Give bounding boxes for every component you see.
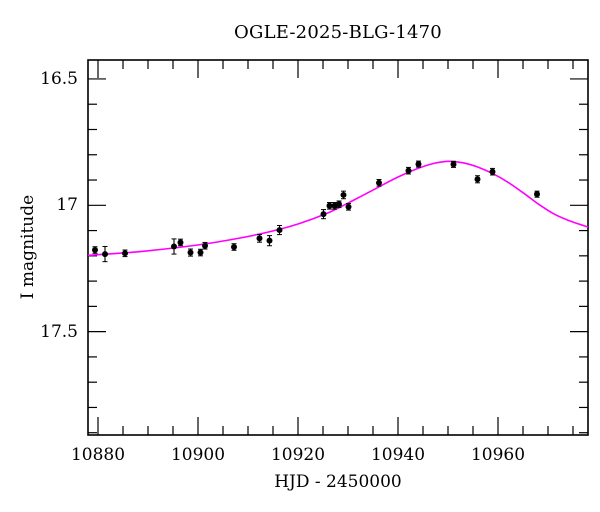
y-axis-ticks (88, 78, 588, 434)
data-point (450, 161, 457, 168)
y-tick-label: 16.5 (40, 68, 78, 89)
x-tick-label: 10920 (270, 445, 326, 465)
x-tick-label: 10900 (170, 445, 226, 465)
y-tick-label: 17 (56, 195, 78, 216)
data-point (177, 239, 184, 246)
data-point (405, 167, 412, 174)
data-point (266, 237, 273, 244)
chart-title: OGLE-2025-BLG-1470 (234, 22, 442, 43)
plot-frame (87, 59, 589, 436)
data-point (534, 191, 540, 198)
error-bars (92, 160, 540, 263)
y-tick-label: 17.5 (40, 321, 78, 342)
data-point (336, 201, 342, 208)
data-point (122, 250, 128, 257)
data-point (340, 191, 347, 198)
data-point (345, 203, 352, 210)
data-point (489, 168, 496, 175)
data-point (376, 179, 382, 186)
data-point (202, 242, 208, 249)
data-point (171, 243, 177, 250)
x-tick-label: 10940 (370, 445, 426, 465)
data-point (256, 235, 263, 242)
data-points (92, 161, 540, 258)
data-point (474, 176, 481, 183)
data-point (320, 211, 327, 218)
data-point (187, 249, 194, 256)
data-point (197, 249, 204, 256)
model-curve (87, 160, 589, 257)
x-axis-title: HJD - 2450000 (274, 472, 402, 492)
data-point (102, 251, 108, 258)
data-point (92, 247, 98, 254)
x-tick-label: 10880 (70, 445, 126, 465)
data-point (331, 202, 338, 209)
data-point (415, 161, 422, 168)
data-point (231, 243, 237, 250)
x-axis-ticks (97, 60, 574, 435)
data-point (326, 202, 333, 209)
data-point (276, 227, 283, 234)
x-tick-label: 10960 (470, 445, 526, 465)
